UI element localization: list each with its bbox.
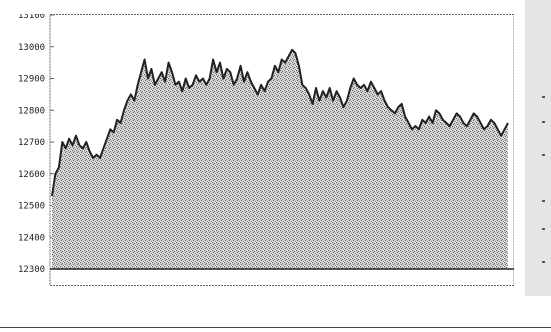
y-tick-label: 12800 (18, 106, 45, 116)
panel-mark (542, 121, 545, 123)
y-axis-ticks: 12300 12400 12500 12600 12700 12800 12900 13000… (18, 14, 54, 275)
y-tick-label: 12700 (18, 138, 45, 148)
y-tick-label: 12300 (18, 265, 45, 275)
y-tick-label: 12900 (18, 75, 45, 85)
panel-mark (542, 200, 545, 202)
y-tick-label: 13000 (18, 43, 45, 53)
panel-mark (542, 261, 545, 263)
side-panel (525, 0, 551, 296)
area-fill (52, 49, 508, 270)
y-tick-label: 12500 (18, 202, 45, 212)
y-tick-label: 13100 (18, 14, 45, 21)
y-tick-label: 12400 (18, 233, 45, 243)
panel-mark (542, 154, 545, 156)
chart-figure: 12300 12400 12500 12600 12700 12800 12900 13000… (16, 14, 514, 292)
y-tick-label: 12600 (18, 170, 45, 180)
panel-mark (542, 228, 545, 230)
area-chart: 12300 12400 12500 12600 12700 12800 12900 13000… (18, 14, 514, 286)
panel-mark (542, 96, 545, 98)
series-line (51, 48, 509, 197)
bottom-rule (0, 327, 551, 328)
area-series (50, 48, 514, 270)
